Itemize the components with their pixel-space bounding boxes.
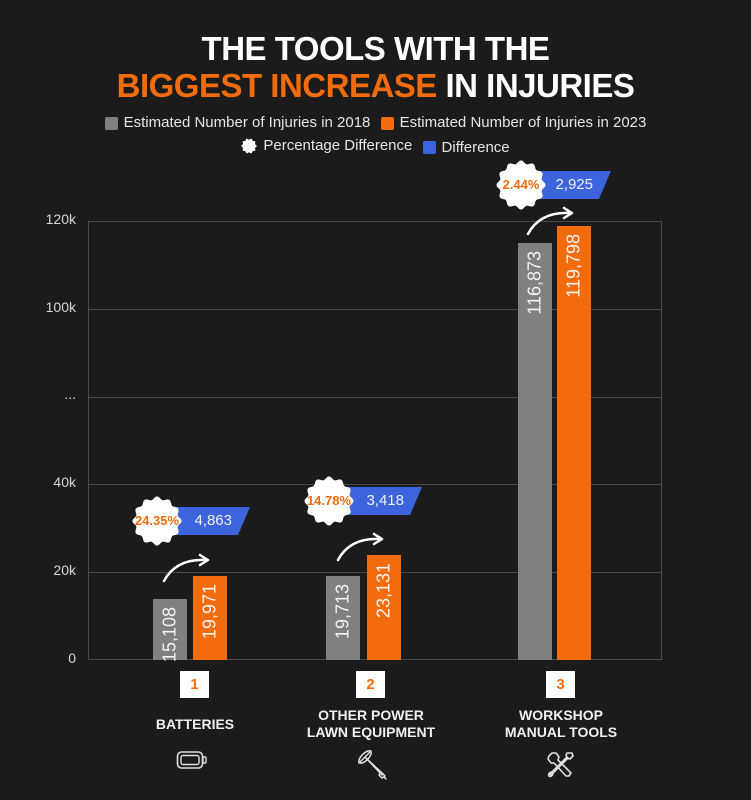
chart-title-line2: BIGGEST INCREASE IN INJURIES bbox=[0, 67, 751, 105]
percentage-value: 24.35% bbox=[134, 513, 180, 528]
bar-2023-batteries[interactable]: 19,971 bbox=[193, 576, 227, 660]
chart-title-accent: BIGGEST INCREASE bbox=[116, 67, 438, 104]
legend-label: Estimated Number of Injuries in 2023 bbox=[399, 114, 647, 131]
category-label-batteries: BATTERIES bbox=[105, 716, 285, 733]
percentage-badge-3: 2.44% bbox=[496, 160, 546, 210]
legend-label: Estimated Number of Injuries in 2018 bbox=[123, 114, 371, 131]
chart-title-rest: IN INJURIES bbox=[436, 67, 635, 104]
legend-item-difference: Difference bbox=[422, 138, 510, 158]
bar-value: 116,873 bbox=[524, 251, 545, 315]
category-label-line: BATTERIES bbox=[155, 716, 235, 732]
scalloped-circle-icon bbox=[132, 496, 182, 546]
legend-item-2018: Estimated Number of Injuries in 2018 bbox=[104, 113, 371, 133]
bar-2018-batteries[interactable]: 15,108 bbox=[153, 599, 187, 663]
legend-row-2: Percentage Difference Difference bbox=[0, 136, 751, 160]
y-tick: 100k bbox=[45, 299, 76, 315]
banner-shape bbox=[344, 487, 422, 515]
tools-icon bbox=[547, 752, 574, 778]
bar-2023-lawn-equipment[interactable]: 23,131 bbox=[367, 555, 401, 660]
legend-swatch-gray bbox=[104, 116, 118, 130]
difference-value: 2,925 bbox=[555, 176, 593, 193]
bar-value: 119,798 bbox=[563, 234, 584, 298]
bar-2018-workshop-tools[interactable]: 116,873 bbox=[518, 243, 552, 660]
category-label-workshop-tools: WORKSHOP MANUAL TOOLS bbox=[471, 707, 651, 741]
difference-value: 4,863 bbox=[194, 512, 232, 529]
difference-badge-3: 2,925 bbox=[536, 171, 611, 199]
category-label-line: WORKSHOP bbox=[519, 707, 603, 723]
y-tick: 20k bbox=[53, 562, 76, 578]
chart-title-line1: THE TOOLS WITH THE bbox=[201, 30, 550, 67]
banner-shape bbox=[172, 507, 250, 535]
scalloped-circle-icon bbox=[304, 476, 354, 526]
category-label-line: OTHER POWER bbox=[318, 707, 424, 723]
rank-badge-3: 3 bbox=[546, 671, 575, 698]
y-tick: 0 bbox=[68, 650, 76, 666]
banner-shape bbox=[536, 171, 611, 199]
difference-badge-1: 4,863 bbox=[172, 507, 250, 535]
y-tick: ... bbox=[64, 386, 76, 402]
trimmer-icon bbox=[358, 750, 387, 780]
scalloped-circle-icon bbox=[496, 160, 546, 210]
difference-badge-2: 3,418 bbox=[344, 487, 422, 515]
legend-swatch-orange bbox=[380, 116, 394, 130]
curved-arrow-icon bbox=[526, 206, 574, 236]
y-tick: 40k bbox=[53, 474, 76, 490]
bar-value: 19,971 bbox=[199, 584, 220, 640]
bar-value: 23,131 bbox=[373, 563, 394, 619]
legend-item-percentage: Percentage Difference bbox=[241, 136, 412, 156]
legend-row-1: Estimated Number of Injuries in 2018 Est… bbox=[0, 113, 751, 136]
battery-icon bbox=[176, 751, 207, 769]
rank-badge-1: 1 bbox=[180, 671, 209, 698]
bar-value: 15,108 bbox=[159, 607, 180, 663]
percentage-value: 2.44% bbox=[502, 177, 540, 192]
bar-2018-lawn-equipment[interactable]: 19,713 bbox=[326, 576, 360, 660]
gridline bbox=[88, 309, 662, 310]
bar-2023-workshop-tools[interactable]: 119,798 bbox=[557, 226, 591, 660]
category-label-line: MANUAL TOOLS bbox=[504, 724, 618, 740]
legend-label: Difference bbox=[441, 138, 510, 156]
percentage-badge-1: 24.35% bbox=[132, 496, 182, 546]
percentage-badge-2: 14.78% bbox=[304, 476, 354, 526]
gridline bbox=[88, 484, 662, 485]
category-label-lawn-equipment: OTHER POWER LAWN EQUIPMENT bbox=[281, 707, 461, 741]
legend-label: Percentage Difference bbox=[263, 137, 413, 154]
curved-arrow-icon bbox=[162, 553, 210, 583]
legend-swatch-blue bbox=[422, 141, 436, 154]
legend-item-2023: Estimated Number of Injuries in 2023 bbox=[380, 113, 647, 133]
curved-arrow-icon bbox=[336, 532, 384, 562]
scalloped-circle-icon bbox=[241, 138, 258, 154]
y-tick: 120k bbox=[45, 211, 76, 227]
category-label-line: LAWN EQUIPMENT bbox=[306, 724, 436, 740]
rank-badge-2: 2 bbox=[356, 671, 385, 698]
gridline bbox=[88, 397, 662, 398]
difference-value: 3,418 bbox=[366, 492, 404, 509]
bar-value: 19,713 bbox=[332, 584, 353, 640]
percentage-value: 14.78% bbox=[306, 493, 352, 508]
gridline bbox=[88, 221, 662, 222]
